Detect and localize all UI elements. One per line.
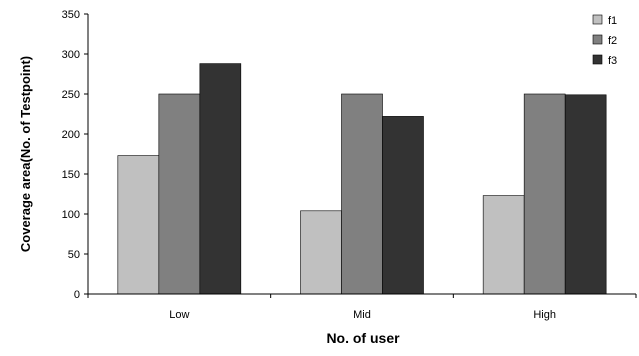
bar-f1-high (482, 195, 525, 295)
bar-f1-low (117, 155, 160, 295)
legend: f1 f2 f3 (592, 14, 617, 67)
legend-label-f1: f1 (608, 15, 617, 27)
y-tick-label: 0 (74, 289, 80, 301)
y-tick-label: 250 (62, 89, 80, 101)
y-tick-label: 300 (62, 49, 80, 61)
legend-swatch-f1 (592, 14, 603, 25)
x-tick-label: Mid (353, 309, 371, 321)
x-axis-title: No. of user (326, 330, 400, 346)
bar-f2-low (158, 93, 201, 295)
bars-layer (117, 63, 607, 295)
bar-f3-mid (382, 116, 424, 295)
y-tick-label: 100 (62, 209, 80, 221)
legend-swatch-f2 (592, 34, 603, 45)
bar-f3-low (199, 63, 242, 295)
x-tick-label: High (533, 309, 556, 321)
bar-f2-mid (341, 93, 383, 295)
legend-label-f3: f3 (608, 55, 617, 67)
y-tick-label: 150 (62, 169, 80, 181)
legend-swatch-f3 (592, 54, 603, 65)
x-tick-label: Low (169, 309, 189, 321)
bar-f1-mid (300, 210, 342, 295)
y-tick-label: 200 (62, 129, 80, 141)
y-tick-label: 350 (62, 9, 80, 21)
y-axis-title: Coverage area(No. of Testpoint) (18, 56, 33, 252)
bar-f2-high (523, 93, 566, 295)
legend-label-f2: f2 (608, 35, 617, 47)
axes-layer: 0 50 100 150 200 250 300 350 Low Mid High (62, 9, 637, 321)
bar-f3-high (564, 94, 607, 295)
y-tick-label: 50 (68, 249, 80, 261)
